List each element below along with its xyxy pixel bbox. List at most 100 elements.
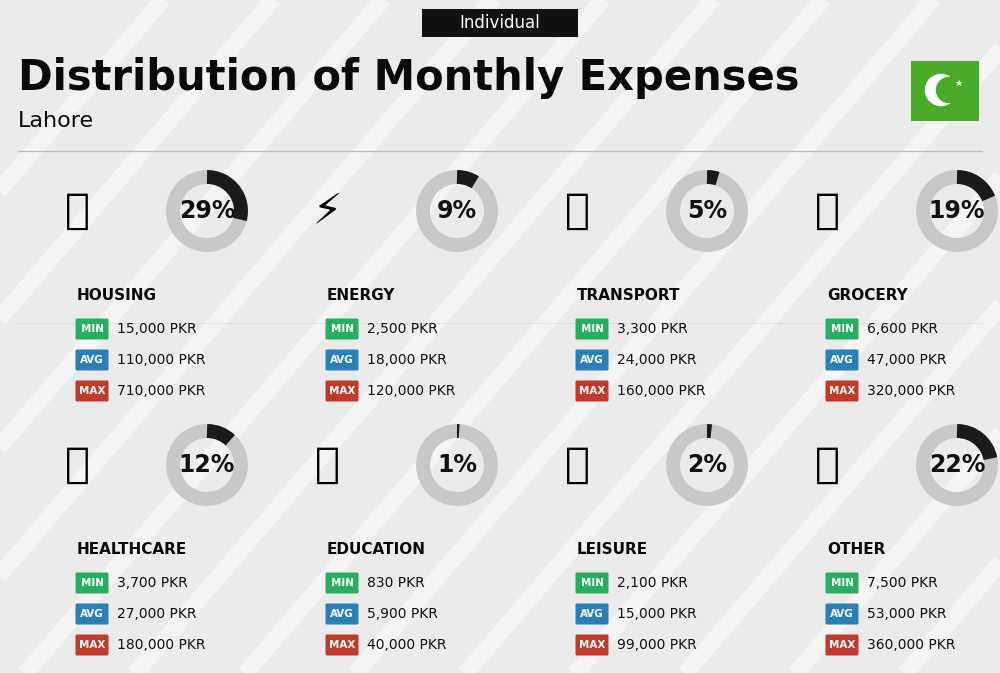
Text: 47,000 PKR: 47,000 PKR <box>867 353 946 367</box>
Text: 99,000 PKR: 99,000 PKR <box>617 638 697 652</box>
FancyBboxPatch shape <box>576 604 608 625</box>
FancyBboxPatch shape <box>576 318 608 339</box>
Text: 19%: 19% <box>929 199 985 223</box>
Text: MIN: MIN <box>80 578 104 588</box>
FancyBboxPatch shape <box>326 635 358 656</box>
Text: MAX: MAX <box>579 386 605 396</box>
Text: 3,300 PKR: 3,300 PKR <box>617 322 688 336</box>
FancyBboxPatch shape <box>326 604 358 625</box>
Text: 24,000 PKR: 24,000 PKR <box>617 353 696 367</box>
Text: MAX: MAX <box>79 386 105 396</box>
Text: 5%: 5% <box>687 199 727 223</box>
Text: 2,100 PKR: 2,100 PKR <box>617 576 688 590</box>
FancyBboxPatch shape <box>76 318 108 339</box>
Text: 💊: 💊 <box>64 444 90 486</box>
Text: 💰: 💰 <box>814 444 840 486</box>
Text: 830 PKR: 830 PKR <box>367 576 425 590</box>
Text: AVG: AVG <box>80 355 104 365</box>
Text: 120,000 PKR: 120,000 PKR <box>367 384 455 398</box>
FancyBboxPatch shape <box>825 380 858 402</box>
Text: EDUCATION: EDUCATION <box>327 542 426 557</box>
Text: 12%: 12% <box>179 453 235 477</box>
Text: MIN: MIN <box>830 324 854 334</box>
Text: 3,700 PKR: 3,700 PKR <box>117 576 188 590</box>
Text: AVG: AVG <box>580 609 604 619</box>
Text: 🎓: 🎓 <box>314 444 340 486</box>
Text: 9%: 9% <box>437 199 477 223</box>
FancyBboxPatch shape <box>422 9 578 37</box>
FancyBboxPatch shape <box>326 573 358 594</box>
Text: MIN: MIN <box>580 578 604 588</box>
FancyBboxPatch shape <box>76 380 108 402</box>
Text: 160,000 PKR: 160,000 PKR <box>617 384 706 398</box>
FancyBboxPatch shape <box>326 380 358 402</box>
FancyBboxPatch shape <box>76 635 108 656</box>
Text: MIN: MIN <box>80 324 104 334</box>
Text: 2%: 2% <box>687 453 727 477</box>
FancyBboxPatch shape <box>76 604 108 625</box>
Text: 🛒: 🛒 <box>814 190 840 232</box>
FancyBboxPatch shape <box>576 349 608 371</box>
Text: MAX: MAX <box>329 386 355 396</box>
Text: ENERGY: ENERGY <box>327 287 396 302</box>
Text: 360,000 PKR: 360,000 PKR <box>867 638 955 652</box>
FancyBboxPatch shape <box>825 635 858 656</box>
Text: MAX: MAX <box>329 640 355 650</box>
FancyBboxPatch shape <box>576 380 608 402</box>
Text: MAX: MAX <box>579 640 605 650</box>
Text: OTHER: OTHER <box>827 542 885 557</box>
Text: ★: ★ <box>954 79 962 87</box>
Circle shape <box>936 77 961 102</box>
Text: 40,000 PKR: 40,000 PKR <box>367 638 446 652</box>
Text: MIN: MIN <box>830 578 854 588</box>
Text: ⚡: ⚡ <box>312 190 342 232</box>
FancyBboxPatch shape <box>576 635 608 656</box>
Text: 🏗: 🏗 <box>64 190 90 232</box>
Text: 29%: 29% <box>179 199 235 223</box>
Text: 5,900 PKR: 5,900 PKR <box>367 607 438 621</box>
Text: 15,000 PKR: 15,000 PKR <box>117 322 197 336</box>
FancyBboxPatch shape <box>825 573 858 594</box>
Text: 15,000 PKR: 15,000 PKR <box>617 607 697 621</box>
Text: 18,000 PKR: 18,000 PKR <box>367 353 447 367</box>
Text: AVG: AVG <box>80 609 104 619</box>
Text: 2,500 PKR: 2,500 PKR <box>367 322 438 336</box>
Text: AVG: AVG <box>330 609 354 619</box>
FancyBboxPatch shape <box>76 349 108 371</box>
Text: 180,000 PKR: 180,000 PKR <box>117 638 206 652</box>
Text: MIN: MIN <box>330 578 354 588</box>
Text: 320,000 PKR: 320,000 PKR <box>867 384 955 398</box>
Text: 110,000 PKR: 110,000 PKR <box>117 353 206 367</box>
FancyBboxPatch shape <box>825 604 858 625</box>
FancyBboxPatch shape <box>76 573 108 594</box>
Text: 53,000 PKR: 53,000 PKR <box>867 607 946 621</box>
Text: HOUSING: HOUSING <box>77 287 157 302</box>
Text: MIN: MIN <box>330 324 354 334</box>
FancyBboxPatch shape <box>326 318 358 339</box>
Text: AVG: AVG <box>830 355 854 365</box>
Text: 7,500 PKR: 7,500 PKR <box>867 576 938 590</box>
FancyBboxPatch shape <box>326 349 358 371</box>
Text: LEISURE: LEISURE <box>577 542 648 557</box>
Text: 27,000 PKR: 27,000 PKR <box>117 607 196 621</box>
Text: GROCERY: GROCERY <box>827 287 908 302</box>
Text: MAX: MAX <box>829 640 855 650</box>
FancyBboxPatch shape <box>825 318 858 339</box>
Text: 🛍: 🛍 <box>564 444 590 486</box>
FancyBboxPatch shape <box>576 573 608 594</box>
Text: 🚌: 🚌 <box>564 190 590 232</box>
Text: MIN: MIN <box>580 324 604 334</box>
Text: AVG: AVG <box>830 609 854 619</box>
Text: 1%: 1% <box>437 453 477 477</box>
Text: 22%: 22% <box>929 453 985 477</box>
Text: AVG: AVG <box>580 355 604 365</box>
Text: 710,000 PKR: 710,000 PKR <box>117 384 205 398</box>
Text: MAX: MAX <box>829 386 855 396</box>
Circle shape <box>926 75 956 106</box>
Text: AVG: AVG <box>330 355 354 365</box>
Text: Individual: Individual <box>460 14 540 32</box>
Text: 6,600 PKR: 6,600 PKR <box>867 322 938 336</box>
Text: Lahore: Lahore <box>18 111 94 131</box>
Text: MAX: MAX <box>79 640 105 650</box>
Text: TRANSPORT: TRANSPORT <box>577 287 680 302</box>
